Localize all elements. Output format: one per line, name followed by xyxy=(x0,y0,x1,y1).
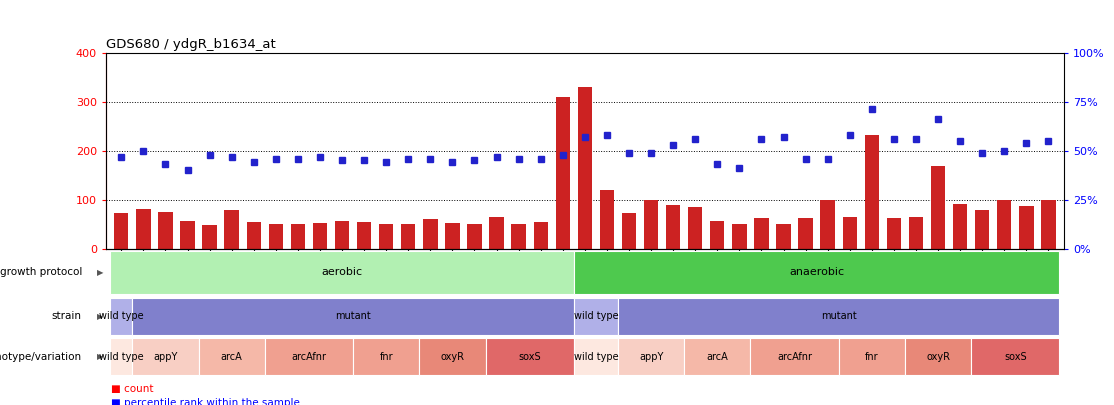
Bar xyxy=(556,97,570,249)
FancyBboxPatch shape xyxy=(574,251,1059,294)
Text: genotype/variation: genotype/variation xyxy=(0,352,82,362)
Bar xyxy=(799,218,813,249)
Text: arcA: arcA xyxy=(221,352,243,362)
FancyBboxPatch shape xyxy=(110,338,133,375)
Bar xyxy=(821,200,834,249)
Bar xyxy=(379,224,393,249)
Bar xyxy=(136,209,150,249)
Text: arcA: arcA xyxy=(706,352,729,362)
Bar xyxy=(401,224,416,249)
FancyBboxPatch shape xyxy=(353,338,419,375)
FancyBboxPatch shape xyxy=(265,338,353,375)
Bar xyxy=(489,217,504,249)
Bar xyxy=(622,213,636,249)
FancyBboxPatch shape xyxy=(198,338,265,375)
Bar xyxy=(887,218,901,249)
Text: wild type: wild type xyxy=(99,311,144,321)
Bar xyxy=(203,225,217,249)
Bar xyxy=(246,222,261,249)
Text: mutant: mutant xyxy=(335,311,371,321)
FancyBboxPatch shape xyxy=(971,338,1059,375)
Bar xyxy=(710,221,724,249)
Bar xyxy=(423,220,438,249)
Bar xyxy=(335,221,349,249)
FancyBboxPatch shape xyxy=(905,338,971,375)
Bar xyxy=(225,209,238,249)
FancyBboxPatch shape xyxy=(574,298,618,335)
Text: growth protocol: growth protocol xyxy=(0,267,82,277)
Bar xyxy=(158,212,173,249)
Bar xyxy=(534,222,548,249)
FancyBboxPatch shape xyxy=(684,338,751,375)
Text: oxyR: oxyR xyxy=(440,352,465,362)
Bar xyxy=(864,135,879,249)
Text: wild type: wild type xyxy=(99,352,144,362)
Bar xyxy=(732,224,746,249)
Bar xyxy=(446,223,460,249)
Text: anaerobic: anaerobic xyxy=(789,267,844,277)
Bar xyxy=(997,200,1012,249)
Bar xyxy=(578,87,592,249)
Text: wild type: wild type xyxy=(574,311,618,321)
Text: soxS: soxS xyxy=(518,352,541,362)
Bar xyxy=(952,204,967,249)
Bar xyxy=(909,217,924,249)
Bar xyxy=(356,222,371,249)
Text: ▶: ▶ xyxy=(97,268,104,277)
Bar xyxy=(511,224,526,249)
Bar xyxy=(467,224,481,249)
FancyBboxPatch shape xyxy=(839,338,905,375)
FancyBboxPatch shape xyxy=(574,338,618,375)
Text: wild type: wild type xyxy=(574,352,618,362)
FancyBboxPatch shape xyxy=(751,338,839,375)
Bar xyxy=(291,224,305,249)
Text: strain: strain xyxy=(52,311,82,321)
Bar xyxy=(180,221,195,249)
Text: arcAfnr: arcAfnr xyxy=(778,352,812,362)
Bar xyxy=(599,190,614,249)
Bar xyxy=(754,218,769,249)
FancyBboxPatch shape xyxy=(133,298,574,335)
FancyBboxPatch shape xyxy=(618,298,1059,335)
Text: ■ percentile rank within the sample: ■ percentile rank within the sample xyxy=(111,398,301,405)
Text: GDS680 / ydgR_b1634_at: GDS680 / ydgR_b1634_at xyxy=(106,38,275,51)
Text: mutant: mutant xyxy=(821,311,857,321)
Text: aerobic: aerobic xyxy=(322,267,362,277)
Text: appY: appY xyxy=(154,352,177,362)
Bar xyxy=(644,200,658,249)
Text: arcAfnr: arcAfnr xyxy=(292,352,326,362)
Bar xyxy=(931,166,945,249)
FancyBboxPatch shape xyxy=(419,338,486,375)
Bar xyxy=(688,207,703,249)
Text: ▶: ▶ xyxy=(97,312,104,321)
Text: oxyR: oxyR xyxy=(926,352,950,362)
FancyBboxPatch shape xyxy=(618,338,684,375)
FancyBboxPatch shape xyxy=(110,251,574,294)
Bar xyxy=(1019,206,1034,249)
Bar xyxy=(313,223,328,249)
FancyBboxPatch shape xyxy=(110,298,133,335)
Bar xyxy=(666,205,681,249)
Text: fnr: fnr xyxy=(864,352,879,362)
Bar xyxy=(975,209,989,249)
FancyBboxPatch shape xyxy=(486,338,574,375)
Bar xyxy=(1042,200,1056,249)
Text: soxS: soxS xyxy=(1004,352,1027,362)
FancyBboxPatch shape xyxy=(133,338,198,375)
Bar xyxy=(842,217,857,249)
Text: fnr: fnr xyxy=(380,352,393,362)
Text: ■ count: ■ count xyxy=(111,384,154,394)
Text: appY: appY xyxy=(639,352,663,362)
Bar xyxy=(268,224,283,249)
Text: ▶: ▶ xyxy=(97,352,104,361)
Bar xyxy=(776,224,791,249)
Bar xyxy=(114,213,128,249)
